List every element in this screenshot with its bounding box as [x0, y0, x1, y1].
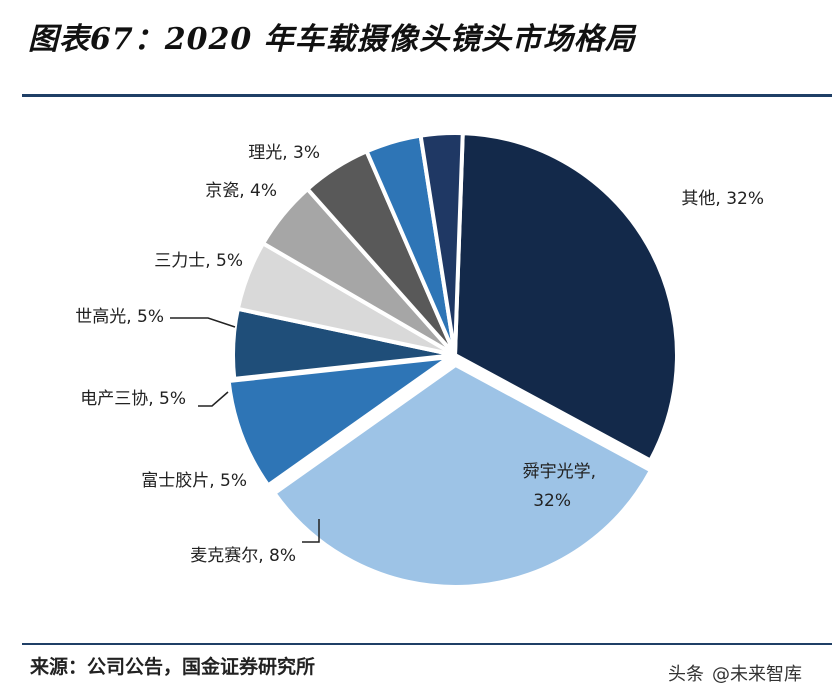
slice-label-8: 京瓷, 4% [205, 181, 277, 201]
slice-label-5: 电产三协, 5% [80, 389, 186, 409]
slice-label-7: 三力士, 5% [154, 251, 243, 271]
slice-value-label-2: 32% [533, 491, 571, 511]
chart-title: 图表67：2020 年车载摄像头镜头市场格局 [28, 22, 636, 57]
slice-label-3: 麦克赛尔, 8% [190, 545, 296, 566]
leader-line-1 [302, 519, 320, 543]
slice-label-6: 世高光, 5% [75, 307, 164, 327]
title-divider [22, 94, 832, 97]
watermark-platform: 头条 [668, 664, 704, 685]
slice-label-9: 理光, 3% [248, 143, 320, 163]
leader-line-3 [170, 317, 236, 328]
leader-line-2 [198, 391, 229, 407]
slice-label-2: 舜宇光学, [523, 462, 596, 482]
watermark-account: @未来智库 [712, 664, 802, 685]
pie-slice-9 [418, 131, 465, 357]
footer-divider [22, 643, 832, 645]
pie-slice-3 [226, 355, 452, 488]
pie-slice-2 [272, 362, 653, 589]
source-note: 来源：公司公告，国金证券研究所 [30, 656, 316, 678]
watermark: 头条 @未来智库 [668, 660, 802, 686]
slice-label-4: 富士胶片, 5% [141, 471, 247, 491]
slice-label-1: 其他, 32% [681, 189, 764, 209]
pie-slice-1 [453, 131, 679, 463]
